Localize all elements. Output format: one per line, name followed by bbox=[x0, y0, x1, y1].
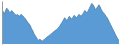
chart bbox=[0, 0, 120, 45]
plot bbox=[2, 2, 119, 45]
line bbox=[2, 3, 119, 41]
y-axis bbox=[2, 2, 3, 45]
y-axis-line bbox=[2, 2, 3, 45]
marks bbox=[2, 3, 119, 44]
area bbox=[2, 3, 119, 44]
